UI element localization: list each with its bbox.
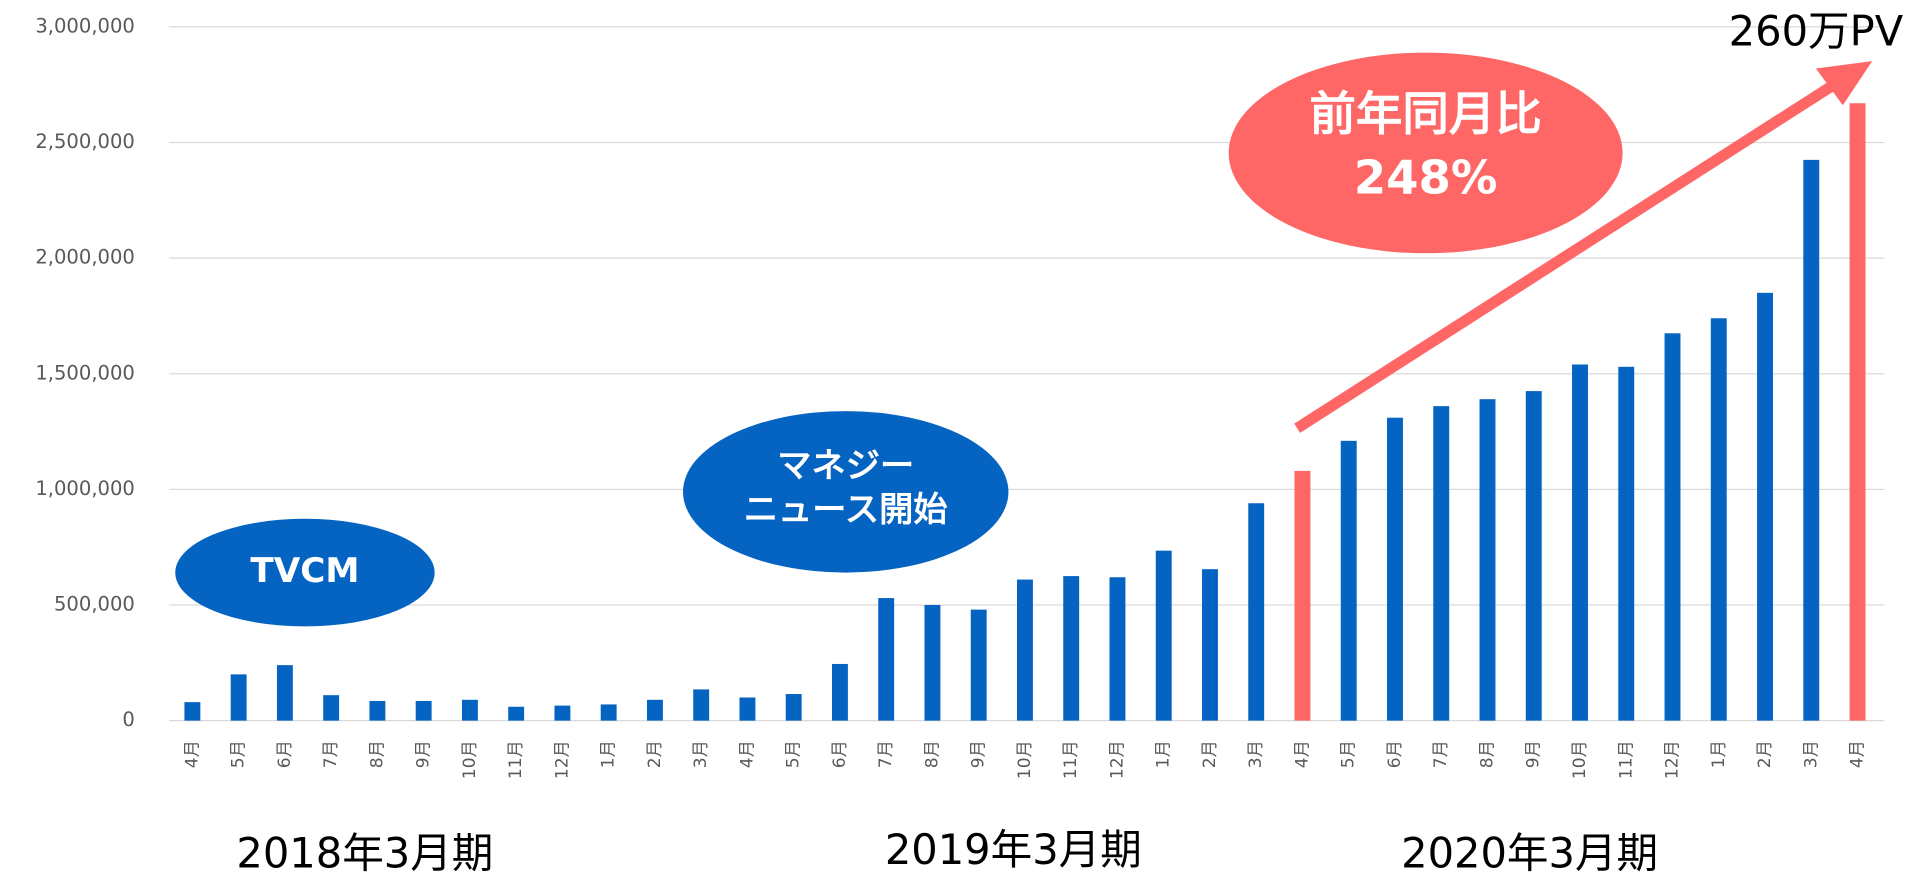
bar — [878, 598, 895, 721]
x-tick-label: 7月 — [321, 740, 341, 768]
y-tick-label: 500,000 — [54, 593, 135, 616]
bars: 4月 5月 6月 7月 8月 9月 10月 11月 12月 1月 2月 3月 4月 5月 6月 7月 8月 9月 1… — [182, 103, 1868, 779]
x-tick-label: 12月 — [1663, 740, 1683, 779]
grid: 0 500,000 1,000,000 1,500,000 2,000,000 2,500… — [35, 14, 1885, 731]
bar — [831, 663, 848, 721]
x-tick-label: 10月 — [1570, 740, 1590, 779]
x-tick-label: 2月 — [645, 740, 665, 768]
x-tick-label: 2月 — [1200, 740, 1220, 768]
x-tick-label: 7月 — [1431, 740, 1451, 768]
bar — [1017, 579, 1033, 721]
annotation: 前年同月比 — [1309, 87, 1541, 141]
x-tick-label: 9月 — [1524, 740, 1544, 768]
x-tick-label: 11月 — [506, 740, 526, 779]
y-tick-label: 3,000,000 — [35, 14, 135, 37]
x-tick-label: 9月 — [414, 740, 434, 768]
bar — [1387, 417, 1403, 721]
growth-arrow — [1294, 71, 1851, 433]
x-tick-label: 3月 — [1246, 740, 1266, 768]
x-tick-label: 3月 — [691, 740, 711, 768]
x-tick-label: 8月 — [922, 740, 942, 768]
y-tick-label: 0 — [122, 708, 134, 731]
bar — [1710, 318, 1727, 721]
x-tick-label: 5月 — [1339, 740, 1359, 768]
x-tick-label: 1月 — [599, 740, 619, 768]
bar — [1433, 406, 1450, 721]
y-tick-label: 1,000,000 — [35, 477, 135, 500]
bar — [1849, 103, 1866, 721]
x-tick-label: 2月 — [1755, 740, 1775, 768]
y-tick-label: 2,500,000 — [35, 130, 135, 153]
x-tick-label: 5月 — [784, 740, 804, 768]
annotation: TVCM — [250, 551, 359, 591]
tvcm-bubble — [175, 518, 435, 627]
bar — [1202, 569, 1218, 721]
x-tick-label: 12月 — [552, 740, 572, 779]
bar — [693, 689, 710, 721]
x-tick-label: 4月 — [182, 740, 202, 768]
bar — [554, 705, 571, 721]
bar — [1618, 366, 1635, 721]
bar — [1757, 292, 1773, 721]
bar — [924, 605, 941, 721]
x-tick-label: 10月 — [1015, 740, 1035, 779]
y-tick-label: 1,500,000 — [35, 361, 135, 384]
x-tick-label: 11月 — [1061, 740, 1081, 779]
x-tick-label: 1月 — [1154, 740, 1174, 768]
bar — [369, 700, 386, 721]
bar — [1109, 577, 1126, 721]
bar — [1063, 576, 1080, 721]
bar — [1572, 364, 1588, 721]
x-tick-label: 12月 — [1107, 740, 1127, 779]
bar — [1664, 333, 1681, 721]
bar — [1479, 399, 1496, 721]
x-tick-label: 6月 — [1385, 740, 1405, 768]
x-tick-label: 9月 — [969, 740, 989, 768]
bar — [739, 697, 756, 721]
annotation: ニュース開始 — [744, 490, 948, 530]
period-label: 2020年3月期 — [1401, 828, 1658, 876]
annotation: マネジー — [777, 446, 914, 486]
x-tick-label: 5月 — [229, 740, 249, 768]
bar — [1248, 503, 1265, 721]
bar — [1803, 159, 1820, 721]
x-tick-label: 1月 — [1709, 740, 1729, 768]
bar — [970, 609, 987, 721]
x-tick-label: 8月 — [1477, 740, 1497, 768]
bar — [1340, 440, 1357, 721]
annotation: 260万PV — [1729, 6, 1904, 55]
bar — [1155, 550, 1172, 721]
x-tick-label: 6月 — [275, 740, 295, 768]
bar — [323, 695, 340, 721]
arrow-head — [1815, 61, 1873, 106]
bar — [461, 699, 478, 721]
x-tick-label: 4月 — [1292, 740, 1312, 768]
bar — [508, 706, 525, 721]
x-tick-label: 10月 — [460, 740, 480, 779]
y-tick-label: 2,000,000 — [35, 246, 135, 269]
bar — [600, 704, 617, 721]
x-tick-label: 7月 — [876, 740, 896, 768]
bar — [230, 674, 247, 721]
yoy-bubble — [1228, 52, 1623, 254]
x-tick-label: 4月 — [737, 740, 757, 768]
bar — [415, 700, 432, 721]
bar — [276, 665, 293, 721]
bar — [785, 694, 802, 721]
period-label: 2018年3月期 — [236, 828, 493, 876]
annotation: 248% — [1354, 151, 1498, 205]
x-tick-label: 6月 — [830, 740, 850, 768]
bar — [1294, 470, 1311, 721]
period-label: 2019年3月期 — [885, 825, 1142, 874]
bar — [646, 699, 663, 721]
x-tick-label: 3月 — [1801, 740, 1821, 768]
x-tick-label: 4月 — [1848, 740, 1868, 768]
bar — [1525, 391, 1542, 721]
money-news-bubble — [682, 411, 1009, 573]
x-tick-label: 11月 — [1616, 740, 1636, 779]
bar — [184, 702, 201, 721]
x-tick-label: 8月 — [367, 740, 387, 768]
